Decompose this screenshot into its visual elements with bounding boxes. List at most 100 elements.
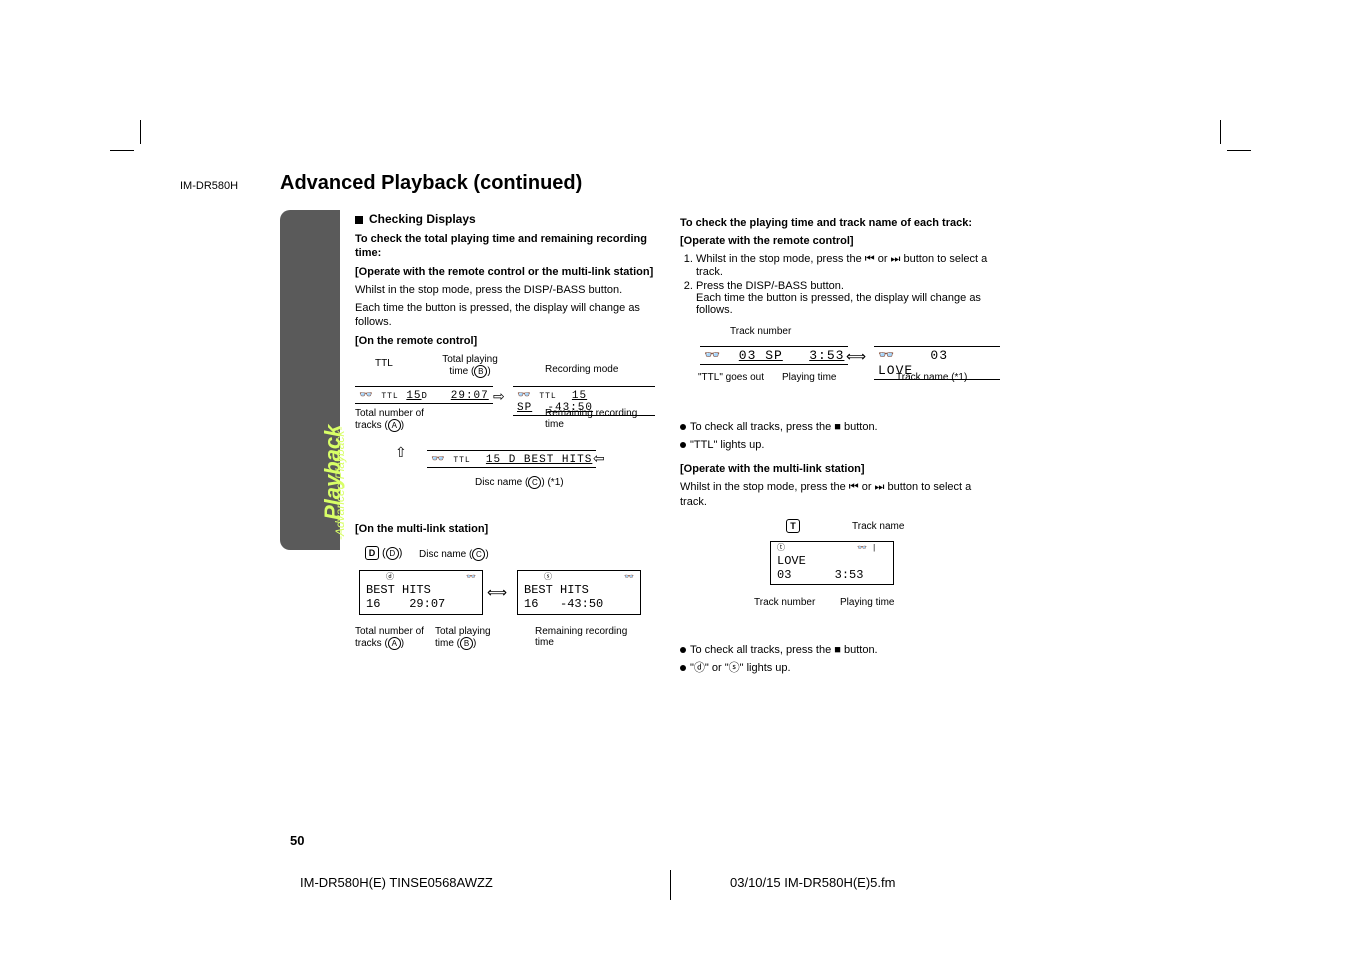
square-bullet-icon: [355, 216, 363, 224]
document-page: IM-DR580H Advanced Playback (continued) …: [0, 0, 1351, 954]
arrow-up-icon: ⇧: [395, 444, 407, 461]
operate-remote-heading: [Operate with the remote control]: [680, 234, 1000, 248]
lcd-value: BEST HITS: [524, 583, 634, 597]
remote-diagram: TTL Total playing time (B) Recording mod…: [355, 358, 655, 508]
lcd-display-1: 👓 TTL 15D 29:07: [355, 386, 493, 404]
arrow-right-icon: ⇨: [493, 388, 505, 405]
multilink-track-diagram: T Track name ⓣ 👓 | LOVE 03 3:53 Track nu…: [740, 519, 1000, 629]
label-text: ): [485, 550, 488, 561]
lcd-value: 03: [777, 568, 791, 582]
track-name-label: Track name: [852, 521, 904, 532]
step-item: Press the DISP/-BASS button. Each time t…: [696, 280, 1000, 316]
disc-name-label: Disc name (C): [419, 548, 489, 561]
lcd-value: 16: [524, 597, 538, 611]
lcd-value: D: [422, 391, 428, 401]
label-text: ): [487, 366, 490, 377]
bullet-text: To check all tracks, press the ■ button.: [690, 421, 878, 433]
bullet-line: "ⓓ" or "ⓢ" lights up.: [680, 661, 1000, 675]
lcd-value: 15: [406, 390, 421, 402]
footer-right: 03/10/15 IM-DR580H(E)5.fm: [730, 875, 895, 890]
check-track-heading: To check the playing time and track name…: [680, 216, 1000, 230]
footer-left: IM-DR580H(E) TINSE0568AWZZ: [300, 875, 493, 890]
label-text: ) (*1): [541, 477, 563, 488]
label-text: ): [473, 639, 476, 650]
remote-control-heading: [On the remote control]: [355, 334, 655, 348]
crop-mark: [140, 120, 141, 144]
lcd-value: 16: [366, 597, 380, 611]
checking-displays-heading: Checking Displays: [355, 212, 655, 226]
total-tracks-label: Total number of tracks (A): [355, 626, 425, 650]
marker-text: T: [786, 519, 800, 533]
total-tracks-label: Total number of tracks (A): [355, 408, 445, 432]
arrow-bidir-icon: ⟺: [846, 348, 866, 365]
crop-mark: [1227, 150, 1251, 151]
bullet-icon: [680, 424, 686, 430]
steps-list: Whilst in the stop mode, press the ⏮ or …: [680, 253, 1000, 316]
lcd-value: 3:53: [809, 348, 844, 363]
remote-track-diagram: Track number 👓 03 SP 3:53 ⟺ 👓 03 LOVE "T…: [700, 326, 1000, 406]
ttl-goes-out-label: "TTL" goes out: [698, 372, 764, 383]
circled-letter: B: [474, 365, 487, 378]
total-playing-label: Total playing time (B): [435, 626, 505, 650]
lcd-value: 15 D BEST HITS: [486, 454, 592, 466]
marker-text: D: [365, 546, 379, 560]
d-marker: D (D): [365, 546, 402, 560]
heading-text: Checking Displays: [369, 212, 476, 226]
lcd-value: 29:07: [451, 390, 489, 402]
step-text: Each time the button is pressed, the dis…: [696, 292, 981, 316]
t-marker: T: [786, 519, 800, 533]
operate-multilink-heading: [Operate with the multi-link station]: [680, 462, 1000, 476]
crop-mark: [110, 150, 134, 151]
instruction-line: Whilst in the stop mode, press the DISP/…: [355, 283, 655, 297]
remaining-label: Remaining recording time: [545, 408, 655, 430]
multilink-heading: [On the multi-link station]: [355, 522, 655, 536]
circled-letter: C: [472, 548, 485, 561]
crop-mark: [1220, 120, 1221, 144]
lcd-box-2: ⓢ 👓 BEST HITS 16 -43:50: [517, 570, 641, 614]
bullet-text: "ⓓ" or "ⓢ" lights up.: [690, 662, 791, 674]
bullet-line: To check all tracks, press the ■ button.: [680, 643, 1000, 657]
playing-time-label: Playing time: [840, 597, 894, 608]
circled-letter: C: [528, 476, 541, 489]
track-number-label: Track number: [754, 597, 815, 608]
bullet-text: "TTL" lights up.: [690, 439, 764, 451]
disc-name-label: Disc name (C) (*1): [475, 476, 564, 489]
bullet-text: To check all tracks, press the ■ button.: [690, 644, 878, 656]
total-time-heading: To check the total playing time and rema…: [355, 232, 655, 261]
label-text: ): [401, 420, 404, 431]
left-column: Checking Displays To check the total pla…: [355, 212, 655, 690]
bullet-icon: [680, 442, 686, 448]
lcd-box-1: ⓓ 👓 BEST HITS 16 29:07: [359, 570, 483, 614]
label-text: Disc name (: [419, 550, 472, 561]
step-text: Press the DISP/-BASS button.: [696, 280, 844, 292]
page-title: Advanced Playback (continued): [280, 172, 582, 195]
arrow-bidir-icon: ⟺: [487, 584, 507, 601]
right-column: To check the playing time and track name…: [680, 212, 1000, 680]
circled-letter: A: [388, 637, 401, 650]
bullet-line: "TTL" lights up.: [680, 438, 1000, 452]
multilink-diagram: D (D) Disc name (C) ⓓ 👓 BEST HITS 16 29:…: [355, 546, 655, 676]
lcd-value: 03 SP: [739, 348, 783, 363]
circled-letter: A: [388, 419, 401, 432]
lcd-value: LOVE: [777, 554, 887, 568]
lcd-value: BEST HITS: [366, 583, 476, 597]
label-text: Disc name (: [475, 477, 528, 488]
lcd-value: 29:07: [409, 597, 445, 611]
lcd-value: 3:53: [835, 568, 864, 582]
total-playing-label: Total playing time (B): [435, 354, 505, 378]
lcd-box: ⓣ 👓 | LOVE 03 3:53: [770, 541, 894, 585]
step-item: Whilst in the stop mode, press the ⏮ or …: [696, 253, 1000, 278]
bullet-icon: [680, 665, 686, 671]
lcd-value: -43:50: [560, 597, 603, 611]
remaining-label: Remaining recording time: [535, 626, 645, 648]
lcd-display-3: 👓 TTL 15 D BEST HITS: [427, 450, 596, 468]
circled-letter: D: [386, 547, 399, 560]
label-text: ): [401, 639, 404, 650]
ttl-label: TTL: [375, 358, 393, 369]
page-number: 50: [290, 833, 304, 848]
circled-letter: B: [460, 637, 473, 650]
multilink-instruction: Whilst in the stop mode, press the ⏮ or …: [680, 480, 1000, 509]
playing-time-label: Playing time: [782, 372, 836, 383]
lcd-display: 👓 03 SP 3:53: [700, 346, 848, 365]
footer-divider: [670, 870, 671, 900]
